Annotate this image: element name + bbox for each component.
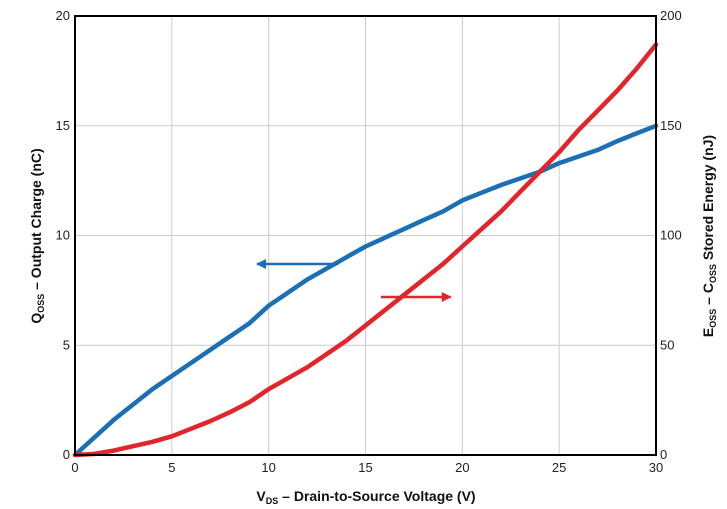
y-left-tick-label: 15 xyxy=(56,118,70,133)
y-right-axis-title-subscript-2: OSS xyxy=(708,264,718,283)
x-axis-title: VDS – Drain-to-Source Voltage (V) xyxy=(256,488,475,506)
y-right-axis-title-mid: – C xyxy=(700,283,716,309)
x-tick-label: 10 xyxy=(261,460,275,475)
y-right-axis-title: EOSS – COSS Stored Energy (nJ) xyxy=(700,135,718,337)
y-left-tick-label: 0 xyxy=(63,447,70,462)
grid-lines xyxy=(75,16,656,455)
y-left-tick-label: 20 xyxy=(56,8,70,23)
charge-series-line xyxy=(72,123,659,458)
plot-frame xyxy=(74,15,657,456)
y-left-axis-title-main: Q xyxy=(28,313,44,324)
y-right-tick-label: 50 xyxy=(660,337,674,352)
x-tick-label: 0 xyxy=(71,460,78,475)
x-tick-label: 25 xyxy=(552,460,566,475)
y-right-axis-title-subscript: OSS xyxy=(708,309,718,328)
y-left-tick-label: 10 xyxy=(56,228,70,243)
x-axis-title-main: V xyxy=(256,488,266,504)
energy-series-line xyxy=(72,42,659,458)
y-right-tick-label: 200 xyxy=(660,8,682,23)
series-layer xyxy=(72,42,659,458)
x-axis-title-rest: – Drain-to-Source Voltage (V) xyxy=(278,488,475,504)
x-tick-label: 20 xyxy=(455,460,469,475)
y-left-axis-title: QOSS – Output Charge (nC) xyxy=(28,148,46,323)
y-left-axis-title-subscript: OSS xyxy=(36,294,46,313)
x-tick-label: 15 xyxy=(358,460,372,475)
x-tick-label: 5 xyxy=(168,460,175,475)
y-left-tick-label: 5 xyxy=(63,337,70,352)
annotation-layer xyxy=(256,259,452,302)
y-right-axis-title-main: E xyxy=(700,328,716,337)
x-axis-title-subscript: DS xyxy=(266,496,279,506)
y-left-axis-title-rest: – Output Charge (nC) xyxy=(28,148,44,293)
y-right-axis-title-rest: Stored Energy (nJ) xyxy=(700,135,716,264)
y-right-tick-label: 0 xyxy=(660,447,667,462)
x-tick-label: 30 xyxy=(649,460,663,475)
y-right-tick-label: 100 xyxy=(660,228,682,243)
y-right-tick-label: 150 xyxy=(660,118,682,133)
